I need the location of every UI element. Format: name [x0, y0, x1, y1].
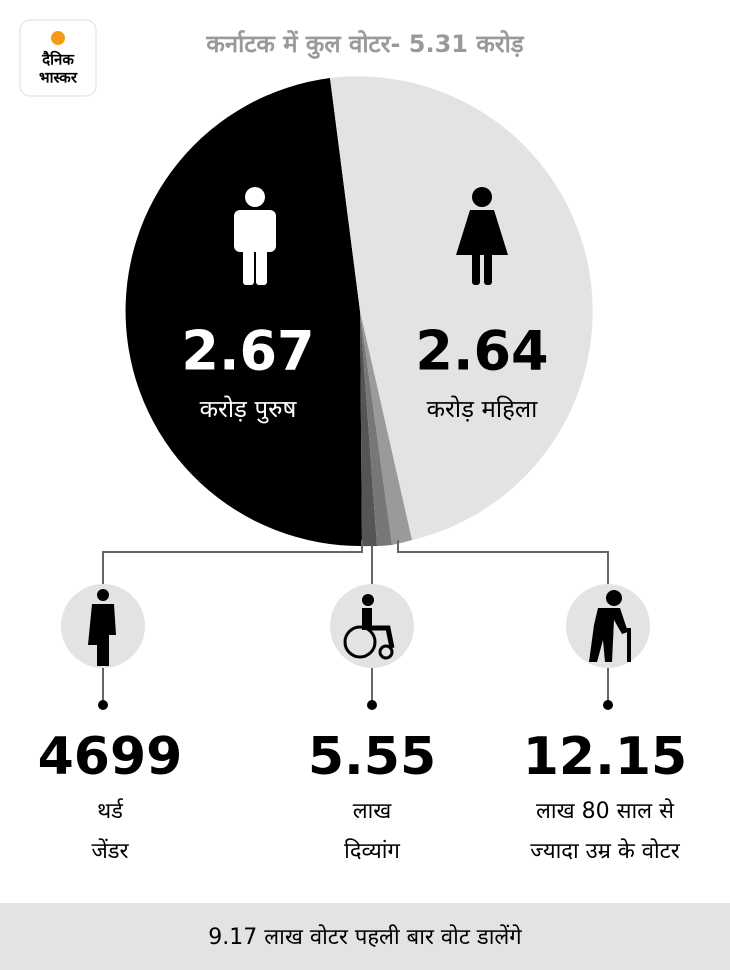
men-value: 2.67 [181, 320, 314, 383]
wheelchair-icon [343, 594, 395, 660]
group-values: 4699 5.55 12.15 [38, 727, 688, 787]
woman-icon [456, 187, 508, 285]
group-label: थर्ड [97, 798, 124, 824]
logo-box [19, 19, 97, 97]
women-label: करोड़ महिला [427, 395, 539, 423]
group-label: दिव्यांग [344, 838, 400, 864]
men-label: करोड़ पुरुष [200, 395, 298, 424]
group-label: जेंडर [91, 838, 129, 864]
group-labels: थर्ड जेंडर लाख दिव्यांग लाख 80 साल से ज्… [91, 798, 680, 864]
pie-men [125, 78, 362, 547]
women-value: 2.64 [415, 320, 548, 383]
footer-text: 9.17 लाख वोटर पहली बार वोट डालेंगे [208, 924, 522, 950]
pie-elderly [360, 311, 412, 545]
pie-women [330, 76, 593, 541]
group-label: लाख [353, 799, 393, 824]
footer-band [0, 903, 730, 970]
man-icon [234, 187, 276, 285]
third-gender-icon [88, 589, 116, 666]
logo-text: दैनिक [41, 51, 75, 69]
elderly-icon [589, 590, 631, 662]
title: कर्नाटक में कुल वोटर- 5.31 करोड़ [205, 30, 524, 59]
group-label: ज्यादा उम्र के वोटर [530, 838, 681, 864]
logo-sun [51, 31, 65, 45]
group-value: 5.55 [308, 727, 436, 787]
connector-dots [98, 700, 613, 710]
group-value: 4699 [38, 727, 183, 787]
logo-text: भास्कर [39, 69, 78, 87]
group-value: 12.15 [523, 727, 687, 787]
pie-disabled [360, 311, 392, 546]
pie-third [360, 311, 377, 547]
group-label: लाख 80 साल से [536, 798, 675, 824]
connectors [102, 540, 609, 705]
